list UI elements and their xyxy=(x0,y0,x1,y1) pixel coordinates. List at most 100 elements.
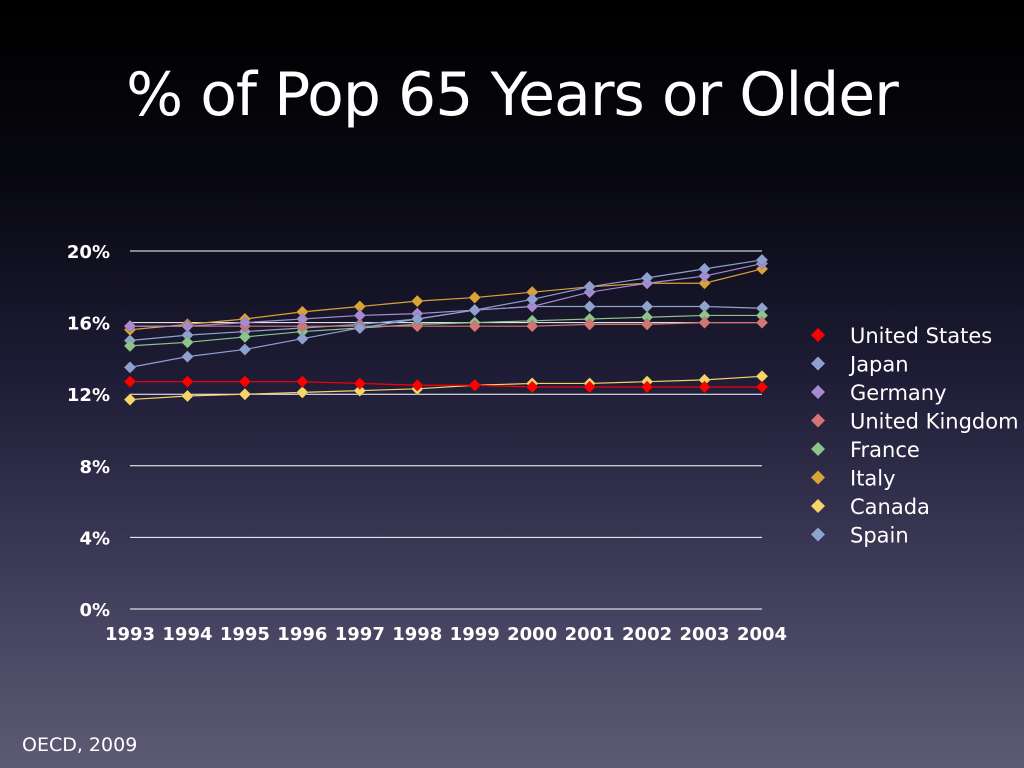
legend-item: Germany xyxy=(811,381,947,405)
data-point xyxy=(468,291,482,304)
data-point xyxy=(296,332,309,346)
y-tick-label: 16% xyxy=(67,314,110,335)
series-line xyxy=(129,268,763,331)
data-point xyxy=(410,294,424,308)
data-point xyxy=(181,335,194,349)
x-tick-label: 1999 xyxy=(450,624,500,645)
series-group xyxy=(123,253,769,406)
data-point xyxy=(238,375,252,389)
series-line xyxy=(130,262,763,327)
data-point xyxy=(525,300,539,313)
legend-item: United States xyxy=(811,324,992,348)
data-point xyxy=(755,316,769,329)
legend-marker xyxy=(811,527,825,542)
legend-label: Japan xyxy=(848,353,909,377)
source-note: OECD, 2009 xyxy=(22,734,138,756)
data-point xyxy=(698,380,711,394)
x-tick-label: 1996 xyxy=(277,624,327,645)
data-point xyxy=(353,377,367,390)
data-point xyxy=(755,253,769,267)
data-point xyxy=(640,300,654,313)
x-tick-label: 1997 xyxy=(335,624,385,645)
series-line xyxy=(129,259,763,368)
data-point xyxy=(410,378,424,392)
data-point xyxy=(640,318,654,331)
legend-marker xyxy=(811,356,825,371)
y-tick-label: 20% xyxy=(67,242,110,263)
legend-label: United Kingdom xyxy=(850,410,1019,434)
x-tick-label: 2003 xyxy=(679,624,729,645)
legend-item: Italy xyxy=(811,467,896,491)
data-point xyxy=(353,321,367,335)
data-point xyxy=(698,262,711,276)
data-point xyxy=(238,316,252,329)
legend-label: Canada xyxy=(850,495,930,519)
data-point xyxy=(123,393,137,406)
legend-label: United States xyxy=(850,324,992,348)
data-point xyxy=(468,303,482,317)
data-point xyxy=(123,375,137,389)
data-point xyxy=(296,386,309,399)
data-point xyxy=(410,319,424,333)
data-point xyxy=(181,350,194,363)
data-point xyxy=(755,369,769,383)
data-point xyxy=(468,378,482,392)
series-united-states xyxy=(123,375,769,394)
data-point xyxy=(468,319,482,333)
x-axis: 1993 1994 1995 1996 1997 1998 1999 2000 2001 2002… xyxy=(105,624,787,645)
chart-title: % of Pop 65 Years or Older xyxy=(126,60,899,130)
series-france xyxy=(123,309,769,353)
legend-marker xyxy=(811,470,825,485)
legend-marker xyxy=(811,328,825,342)
data-point xyxy=(525,292,539,306)
y-axis: 0% 4% 8% 12% 16% 20% xyxy=(67,242,110,621)
legend-label: France xyxy=(850,438,920,462)
series-line xyxy=(129,314,762,347)
x-tick-label: 1993 xyxy=(105,624,155,645)
data-point xyxy=(410,312,424,326)
x-tick-label: 1995 xyxy=(220,624,270,645)
legend-item: France xyxy=(811,438,920,462)
data-point xyxy=(296,375,309,389)
legend-item: Canada xyxy=(811,495,930,519)
data-point xyxy=(583,280,596,294)
data-point xyxy=(181,375,194,389)
data-point xyxy=(181,389,194,403)
legend-marker xyxy=(811,499,825,513)
series-united-kingdom xyxy=(123,316,769,333)
data-point xyxy=(755,380,769,394)
x-tick-label: 1998 xyxy=(392,624,442,645)
data-point xyxy=(238,343,252,356)
gridlines xyxy=(130,250,762,610)
data-point xyxy=(698,276,711,290)
legend-label: Germany xyxy=(850,381,947,405)
legend-marker xyxy=(811,385,825,399)
x-tick-label: 2001 xyxy=(565,624,615,645)
data-point xyxy=(353,384,367,397)
x-tick-label: 2000 xyxy=(507,624,557,645)
series-line xyxy=(130,381,762,388)
data-point xyxy=(640,271,654,285)
x-tick-label: 1994 xyxy=(162,624,212,645)
data-point xyxy=(123,360,137,374)
data-point xyxy=(123,319,137,333)
data-point xyxy=(238,387,252,401)
data-point xyxy=(296,319,309,333)
y-tick-label: 4% xyxy=(79,528,110,549)
x-tick-label: 2004 xyxy=(737,624,787,645)
data-point xyxy=(698,316,711,329)
y-tick-label: 12% xyxy=(67,385,110,406)
data-point xyxy=(123,339,137,353)
legend-label: Spain xyxy=(850,524,909,548)
data-point xyxy=(583,300,596,313)
data-point xyxy=(296,312,309,326)
legend-marker xyxy=(811,413,825,428)
series-canada xyxy=(123,369,769,406)
y-tick-label: 0% xyxy=(79,600,110,621)
series-line xyxy=(129,375,763,401)
legend-item: Spain xyxy=(811,524,909,548)
data-point xyxy=(181,319,194,333)
legend-item: United Kingdom xyxy=(811,410,1019,434)
series-japan xyxy=(123,253,769,374)
